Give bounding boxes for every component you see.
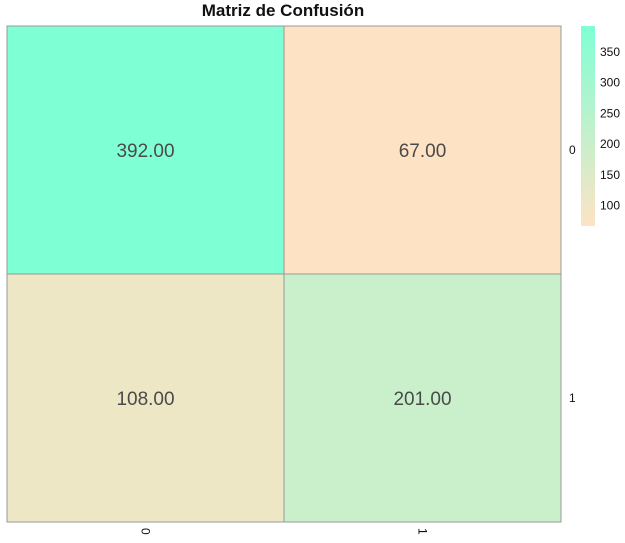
- column-tick-label: 1: [416, 528, 430, 535]
- heatmap-cell: [6, 273, 285, 523]
- colorbar-tick-label: 150: [600, 168, 620, 182]
- cell-value-label: 108.00: [116, 389, 174, 410]
- colorbar-tick-label: 200: [600, 137, 620, 151]
- heatmap-cell: [283, 25, 562, 275]
- column-tick-label: 0: [139, 528, 153, 535]
- colorbar: 100 150 200 250 300 350: [581, 26, 620, 226]
- colorbar-tick-label: 100: [600, 199, 620, 213]
- colorbar-tick-label: 300: [600, 76, 620, 90]
- colorbar-tick-label: 250: [600, 106, 620, 120]
- row-tick-label: 1: [569, 391, 576, 405]
- row-tick-label: 0: [569, 143, 576, 157]
- heatmap-cell: [6, 25, 285, 275]
- chart-title: Matriz de Confusión: [202, 1, 364, 20]
- colorbar-tick-label: 350: [600, 45, 620, 59]
- cell-value-label: 201.00: [393, 389, 451, 410]
- colorbar-gradient: [581, 26, 595, 226]
- row-tick-labels: 01: [569, 143, 576, 405]
- cell-value-label: 67.00: [399, 141, 447, 162]
- cell-value-label: 392.00: [116, 141, 174, 162]
- heatmap-cells: 392.00 67.00 108.00 201.00: [6, 25, 562, 523]
- heatmap-cell: [283, 273, 562, 523]
